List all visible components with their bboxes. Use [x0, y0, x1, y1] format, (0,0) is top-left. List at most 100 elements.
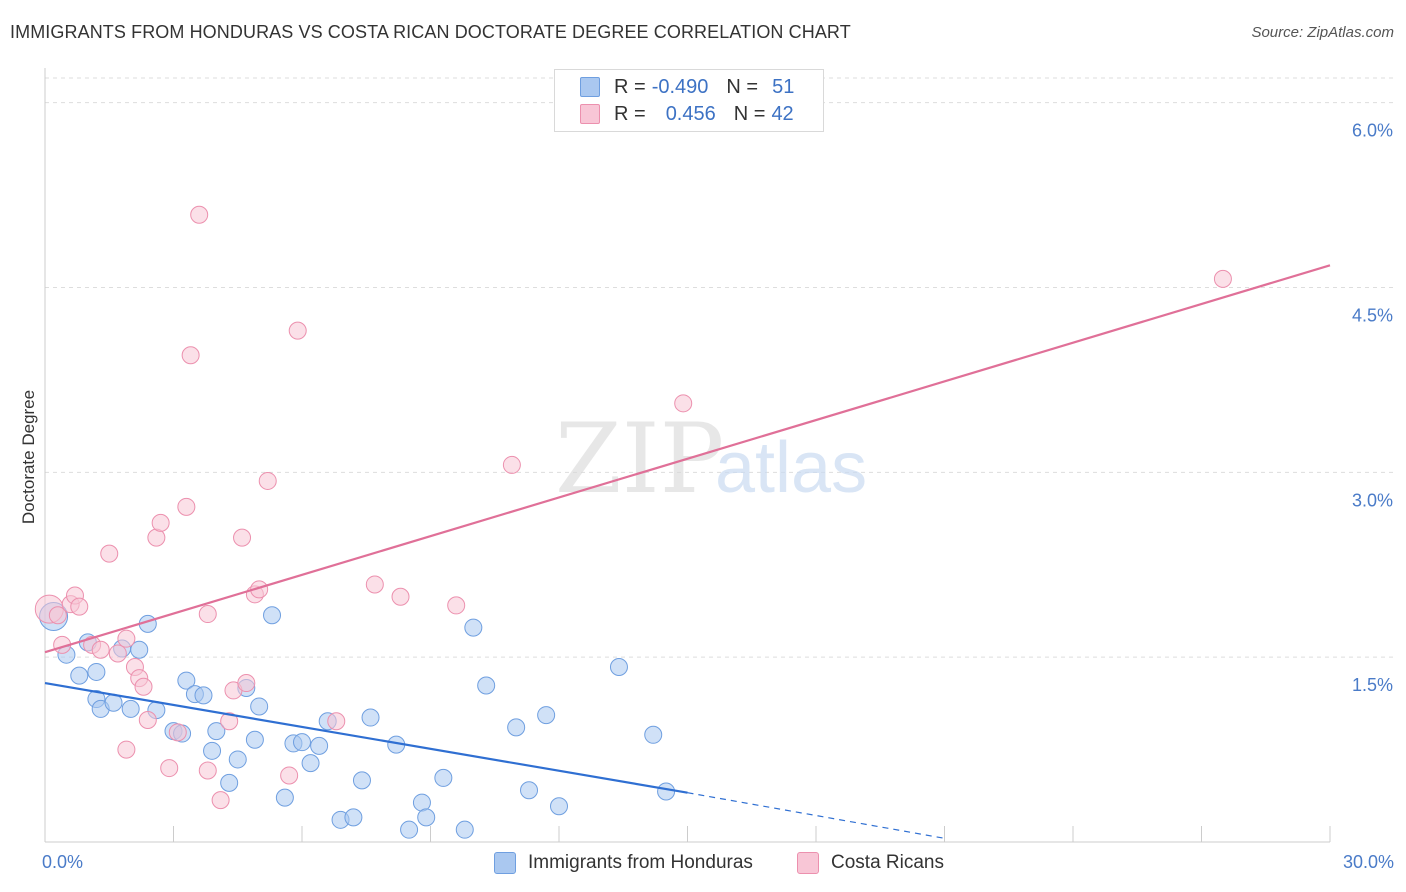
- point-honduras: [477, 676, 496, 695]
- legend-r-value: 0.456: [665, 102, 716, 125]
- point-honduras: [220, 773, 239, 792]
- legend-swatch-costa-ricans: [580, 104, 600, 124]
- legend-swatch-costa-ricans: [797, 852, 819, 874]
- legend-swatch-honduras: [494, 852, 516, 874]
- legend-item-honduras[interactable]: Immigrants from Honduras: [494, 852, 753, 874]
- point-costa-ricans: [288, 321, 307, 340]
- point-honduras: [434, 768, 453, 787]
- point-costa-ricans: [502, 455, 521, 474]
- y-tick-label: 1.5%: [1352, 675, 1393, 695]
- y-tick-label: 6.0%: [1352, 121, 1393, 141]
- y-tick-label: 4.5%: [1352, 305, 1393, 325]
- point-honduras: [263, 606, 282, 625]
- gridlines: [45, 77, 1395, 658]
- point-honduras: [301, 754, 320, 773]
- point-honduras: [344, 808, 363, 827]
- point-honduras: [245, 730, 264, 749]
- series-legend: Immigrants from Honduras Costa Ricans: [0, 852, 1406, 878]
- point-costa-ricans: [220, 712, 239, 731]
- point-costa-ricans: [91, 640, 110, 659]
- point-costa-ricans: [237, 674, 256, 693]
- legend-row-costa-ricans: R = 0.456 N = 42: [580, 102, 794, 126]
- trend-lines: [44, 264, 1331, 839]
- point-costa-ricans: [70, 597, 89, 616]
- legend-n-label: N =: [726, 75, 759, 98]
- point-honduras: [537, 706, 556, 725]
- x-tick-label: 0.0%: [42, 852, 83, 872]
- point-honduras: [250, 697, 269, 716]
- point-honduras: [310, 736, 329, 755]
- point-costa-ricans: [168, 723, 187, 742]
- point-honduras: [657, 782, 676, 801]
- trend-line-honduras: [44, 681, 688, 794]
- legend-item-costa-ricans[interactable]: Costa Ricans: [797, 852, 944, 874]
- point-honduras: [177, 671, 196, 690]
- point-honduras: [400, 820, 419, 839]
- trend-line-costa-ricans: [44, 264, 1331, 654]
- point-costa-ricans: [365, 575, 384, 594]
- point-costa-ricans: [674, 394, 693, 413]
- legend-n-label: N =: [733, 102, 766, 125]
- point-honduras: [70, 666, 89, 685]
- legend-n-value: 51: [772, 75, 795, 98]
- point-honduras: [507, 718, 526, 737]
- chart-title: IMMIGRANTS FROM HONDURAS VS COSTA RICAN …: [10, 22, 851, 42]
- legend-r-label: R =: [614, 75, 646, 98]
- legend-swatch-honduras: [580, 77, 600, 97]
- point-costa-ricans: [198, 605, 217, 624]
- ticks: 1.5% 3.0% 4.5% 6.0% 0.0% 30.0%: [42, 121, 1394, 872]
- legend-n-value: 42: [771, 102, 794, 125]
- point-costa-ricans: [134, 677, 153, 696]
- point-costa-ricans: [48, 606, 67, 625]
- point-honduras: [275, 788, 294, 807]
- data-points: [34, 205, 1232, 839]
- point-honduras: [550, 797, 568, 816]
- point-honduras: [464, 618, 483, 637]
- point-costa-ricans: [391, 587, 410, 606]
- watermark: ZIP atlas: [555, 403, 867, 515]
- point-honduras: [228, 750, 247, 769]
- point-costa-ricans: [190, 205, 209, 224]
- point-costa-ricans: [108, 644, 127, 663]
- chart-source: Source: ZipAtlas.com: [1251, 24, 1394, 41]
- point-honduras: [609, 658, 628, 677]
- point-honduras: [417, 808, 436, 827]
- y-tick-label: 3.0%: [1352, 490, 1393, 510]
- point-costa-ricans: [1213, 269, 1232, 288]
- point-honduras: [644, 725, 663, 744]
- legend-r-label: R =: [614, 102, 646, 125]
- point-honduras: [352, 771, 371, 790]
- point-honduras: [293, 733, 311, 752]
- point-costa-ricans: [211, 791, 230, 810]
- point-costa-ricans: [233, 528, 252, 547]
- legend-label-costa-ricans: Costa Ricans: [831, 852, 944, 873]
- point-costa-ricans: [447, 596, 466, 615]
- point-honduras: [130, 640, 149, 659]
- point-costa-ricans: [181, 346, 200, 365]
- point-honduras: [207, 722, 226, 741]
- point-costa-ricans: [177, 497, 196, 516]
- legend-label-honduras: Immigrants from Honduras: [528, 852, 753, 873]
- stats-legend: R = -0.490 N = 51 R = 0.456 N = 42: [554, 69, 824, 132]
- watermark-atlas: atlas: [715, 428, 867, 508]
- point-honduras: [121, 699, 140, 718]
- axes: [44, 68, 1331, 843]
- point-honduras: [203, 741, 222, 760]
- point-costa-ricans: [100, 544, 119, 563]
- point-costa-ricans: [117, 629, 136, 648]
- watermark-zip: ZIP: [555, 403, 724, 515]
- legend-row-honduras: R = -0.490 N = 51: [580, 75, 794, 99]
- point-costa-ricans: [198, 761, 217, 780]
- point-costa-ricans: [327, 712, 346, 731]
- y-axis-label: Doctorate Degree: [19, 390, 38, 524]
- point-honduras: [194, 686, 213, 705]
- point-honduras: [361, 708, 380, 727]
- point-costa-ricans: [138, 711, 157, 730]
- point-costa-ricans: [280, 766, 299, 785]
- point-costa-ricans: [151, 513, 170, 532]
- point-costa-ricans: [117, 740, 136, 759]
- legend-r-value: -0.490: [651, 75, 709, 98]
- point-honduras: [87, 662, 106, 681]
- point-costa-ricans: [258, 471, 277, 490]
